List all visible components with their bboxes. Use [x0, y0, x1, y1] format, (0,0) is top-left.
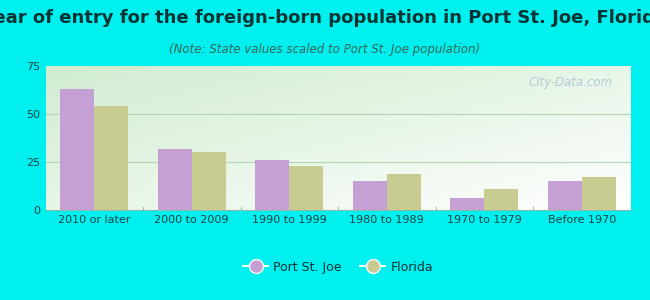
Text: Year of entry for the foreign-born population in Port St. Joe, Florida: Year of entry for the foreign-born popul… — [0, 9, 650, 27]
Bar — [484, 189, 519, 210]
Text: City-Data.com: City-Data.com — [529, 76, 613, 89]
Bar — [582, 177, 616, 210]
Bar — [289, 166, 324, 210]
Bar — [450, 199, 484, 210]
Bar — [192, 152, 226, 210]
Bar — [255, 160, 289, 210]
Bar — [387, 173, 421, 210]
Bar — [94, 106, 129, 210]
Text: (Note: State values scaled to Port St. Joe population): (Note: State values scaled to Port St. J… — [170, 44, 480, 56]
Bar — [353, 181, 387, 210]
Bar — [547, 181, 582, 210]
Bar — [60, 89, 94, 210]
Bar — [157, 148, 192, 210]
Legend: Port St. Joe, Florida: Port St. Joe, Florida — [238, 256, 438, 279]
